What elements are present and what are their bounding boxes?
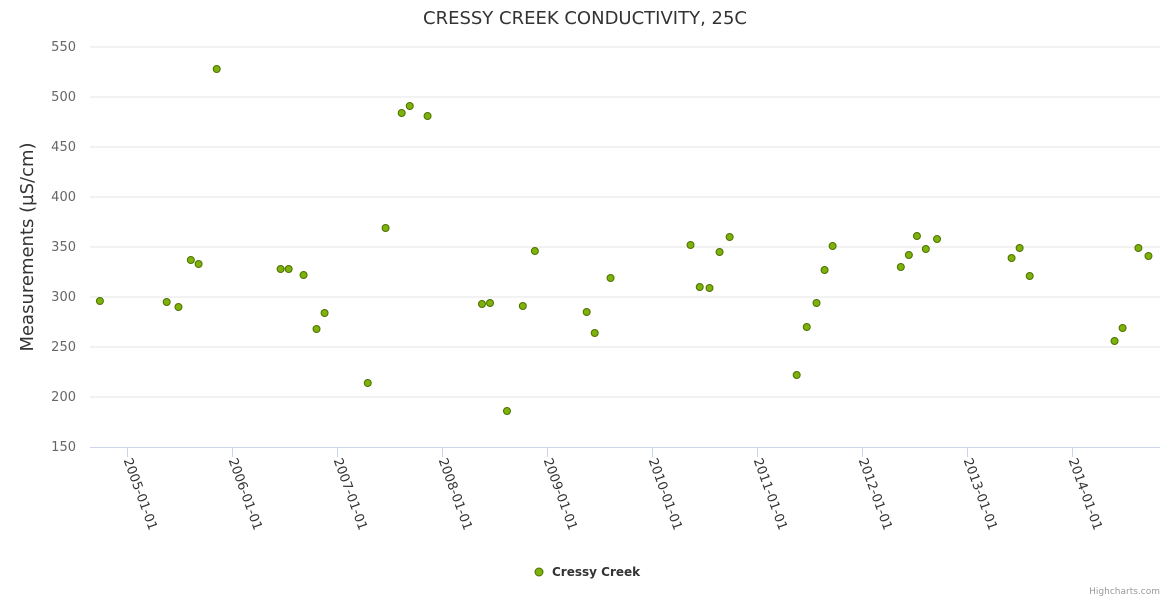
data-point[interactable] <box>812 299 821 307</box>
legend-marker <box>534 567 544 577</box>
data-point[interactable] <box>405 102 414 110</box>
data-point[interactable] <box>423 112 432 120</box>
data-point[interactable] <box>1134 244 1143 252</box>
data-point[interactable] <box>896 263 905 271</box>
legend-label: Cressy Creek <box>552 565 641 579</box>
x-tick-label: 2013-01-01 <box>960 456 1000 532</box>
data-point[interactable] <box>186 256 195 264</box>
x-tick-label: 2011-01-01 <box>750 456 790 532</box>
data-point[interactable] <box>95 297 104 305</box>
data-point[interactable] <box>194 260 203 268</box>
data-point[interactable] <box>828 242 837 250</box>
data-point[interactable] <box>397 109 406 117</box>
y-axis-title: Measurements (µS/cm) <box>17 142 38 351</box>
data-point[interactable] <box>606 274 615 282</box>
data-point[interactable] <box>1110 337 1119 345</box>
chart-title: CRESSY CREEK CONDUCTIVITY, 25C <box>423 8 747 29</box>
x-tick-label: 2007-01-01 <box>330 456 370 532</box>
y-tick-label: 550 <box>51 40 76 55</box>
y-tick-label: 300 <box>51 290 76 305</box>
data-point[interactable] <box>582 308 591 316</box>
data-point[interactable] <box>502 407 511 415</box>
y-tick-label: 350 <box>51 240 76 255</box>
data-point[interactable] <box>299 271 308 279</box>
x-tick-label: 2009-01-01 <box>540 456 580 532</box>
y-tick-label: 500 <box>51 90 76 105</box>
grid <box>90 46 1160 398</box>
data-point[interactable] <box>212 65 221 73</box>
data-point[interactable] <box>276 265 285 273</box>
y-tick-label: 250 <box>51 340 76 355</box>
y-tick-label: 150 <box>51 440 76 455</box>
data-point[interactable] <box>715 248 724 256</box>
x-axis: 2005-01-01 2006-01-01 2007-01-01 2008-01-01… <box>90 447 1160 532</box>
data-point[interactable] <box>284 265 293 273</box>
credits-link[interactable]: Highcharts.com <box>1089 587 1160 597</box>
data-point[interactable] <box>590 329 599 337</box>
data-point[interactable] <box>162 298 171 306</box>
y-axis-ticks: 150 200 250 300 350 400 450 500 550 <box>51 40 76 455</box>
x-tick-label: 2005-01-01 <box>120 456 160 532</box>
series-cressy-creek <box>95 65 1153 415</box>
y-tick-label: 400 <box>51 190 76 205</box>
data-point[interactable] <box>174 303 183 311</box>
data-point[interactable] <box>792 371 801 379</box>
data-point[interactable] <box>904 251 913 259</box>
data-point[interactable] <box>695 283 704 291</box>
data-point[interactable] <box>477 300 486 308</box>
data-point[interactable] <box>1144 252 1153 260</box>
x-tick-label: 2006-01-01 <box>225 456 265 532</box>
x-tick-label: 2010-01-01 <box>645 456 685 532</box>
data-point[interactable] <box>486 299 495 307</box>
data-point[interactable] <box>381 224 390 232</box>
data-point[interactable] <box>725 233 734 241</box>
data-point[interactable] <box>320 309 329 317</box>
data-point[interactable] <box>363 379 372 387</box>
data-point[interactable] <box>921 245 930 253</box>
data-point[interactable] <box>686 241 695 249</box>
y-tick-label: 200 <box>51 390 76 405</box>
data-point[interactable] <box>518 302 527 310</box>
data-point[interactable] <box>1025 272 1034 280</box>
data-point[interactable] <box>530 247 539 255</box>
x-tick-label: 2014-01-01 <box>1065 456 1105 532</box>
data-point[interactable] <box>933 235 942 243</box>
x-tick-label: 2012-01-01 <box>855 456 895 532</box>
data-point[interactable] <box>1007 254 1016 262</box>
data-point[interactable] <box>912 232 921 240</box>
data-point[interactable] <box>802 323 811 331</box>
data-point[interactable] <box>705 284 714 292</box>
legend-item-cressy-creek[interactable]: Cressy Creek <box>534 565 641 579</box>
y-tick-label: 450 <box>51 140 76 155</box>
data-point[interactable] <box>820 266 829 274</box>
data-point[interactable] <box>1015 244 1024 252</box>
x-tick-label: 2008-01-01 <box>435 456 475 532</box>
data-point[interactable] <box>1118 324 1127 332</box>
data-point[interactable] <box>312 325 321 333</box>
